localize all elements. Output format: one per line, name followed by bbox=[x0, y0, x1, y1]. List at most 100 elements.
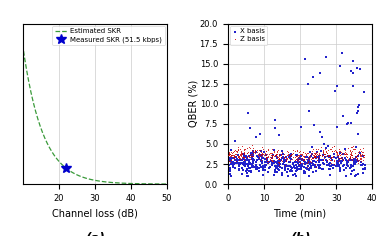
Z basis bbox=[307, 155, 313, 159]
Z basis bbox=[268, 153, 274, 157]
Z basis bbox=[229, 154, 235, 157]
X basis bbox=[228, 174, 234, 178]
Z basis bbox=[312, 162, 318, 165]
X basis bbox=[248, 169, 254, 173]
Z basis bbox=[343, 151, 349, 154]
X basis bbox=[244, 158, 250, 162]
X basis bbox=[267, 166, 273, 169]
X basis bbox=[290, 161, 296, 165]
Z basis bbox=[355, 152, 361, 156]
X basis bbox=[294, 160, 300, 164]
Z basis bbox=[233, 159, 239, 162]
X basis bbox=[237, 162, 243, 166]
Z basis bbox=[312, 152, 318, 156]
Z basis bbox=[226, 159, 232, 163]
X basis bbox=[249, 165, 255, 169]
X basis bbox=[250, 154, 256, 158]
X basis bbox=[350, 84, 356, 88]
Z basis bbox=[331, 162, 337, 165]
Z basis bbox=[357, 154, 363, 158]
X basis bbox=[239, 158, 245, 162]
Z basis bbox=[344, 152, 350, 156]
X basis bbox=[242, 164, 248, 168]
Z basis bbox=[252, 148, 258, 152]
Z basis bbox=[293, 154, 299, 158]
X basis bbox=[274, 170, 280, 174]
X basis bbox=[350, 164, 356, 168]
X basis bbox=[284, 164, 290, 168]
Z basis bbox=[335, 155, 341, 159]
Z basis bbox=[348, 152, 354, 156]
X basis bbox=[237, 164, 243, 168]
X basis bbox=[262, 164, 268, 167]
Z basis bbox=[264, 156, 270, 159]
X basis bbox=[253, 160, 259, 164]
X basis bbox=[349, 169, 355, 173]
Z basis bbox=[336, 152, 342, 156]
X basis bbox=[314, 155, 320, 159]
X basis bbox=[293, 163, 299, 167]
X basis bbox=[276, 168, 282, 172]
X basis bbox=[305, 158, 311, 162]
X basis bbox=[258, 165, 264, 169]
Z basis bbox=[245, 150, 251, 154]
X basis bbox=[308, 166, 314, 170]
Z basis bbox=[308, 151, 314, 155]
X basis bbox=[317, 164, 323, 168]
X basis bbox=[284, 170, 290, 173]
Z basis bbox=[306, 154, 312, 158]
Z basis bbox=[347, 156, 353, 160]
Z basis bbox=[327, 147, 333, 151]
X basis bbox=[295, 158, 301, 162]
Z basis bbox=[285, 150, 291, 154]
Z basis bbox=[324, 151, 331, 155]
Z basis bbox=[316, 151, 322, 155]
X basis bbox=[285, 164, 291, 168]
Z basis bbox=[336, 158, 342, 162]
X basis bbox=[311, 75, 317, 79]
X basis bbox=[349, 158, 355, 161]
X basis bbox=[348, 69, 354, 73]
Z basis bbox=[321, 152, 327, 156]
X basis bbox=[247, 166, 253, 170]
Z basis bbox=[285, 152, 291, 156]
Z basis bbox=[315, 153, 321, 157]
X basis bbox=[307, 161, 313, 165]
Z basis bbox=[266, 152, 272, 156]
X basis bbox=[244, 171, 250, 175]
Z basis bbox=[227, 152, 233, 156]
X basis bbox=[272, 170, 278, 174]
Z basis bbox=[292, 149, 298, 153]
X basis bbox=[240, 166, 246, 170]
Z basis bbox=[335, 154, 341, 157]
Z basis bbox=[276, 157, 282, 161]
X basis bbox=[314, 151, 320, 154]
Z basis bbox=[335, 153, 341, 157]
X basis bbox=[279, 166, 285, 170]
Z basis bbox=[343, 152, 349, 156]
Z basis bbox=[296, 154, 302, 158]
Z basis bbox=[226, 152, 232, 156]
X basis bbox=[360, 162, 366, 166]
Z basis bbox=[300, 154, 306, 158]
Z basis bbox=[226, 153, 232, 156]
X basis bbox=[310, 170, 316, 174]
Z basis bbox=[311, 155, 317, 159]
X basis bbox=[260, 173, 266, 177]
Z basis bbox=[235, 154, 241, 158]
X basis bbox=[249, 153, 255, 156]
X basis bbox=[276, 133, 282, 137]
Z basis bbox=[319, 153, 325, 157]
X basis bbox=[300, 171, 306, 175]
X basis bbox=[233, 161, 239, 165]
X basis bbox=[230, 160, 236, 164]
X basis bbox=[280, 152, 286, 156]
X basis bbox=[244, 169, 250, 172]
X basis bbox=[247, 126, 253, 130]
X basis bbox=[240, 162, 246, 166]
X basis bbox=[356, 103, 362, 107]
Z basis bbox=[226, 152, 232, 156]
X basis bbox=[299, 125, 305, 129]
Z basis bbox=[358, 156, 364, 160]
Z basis bbox=[263, 155, 269, 159]
